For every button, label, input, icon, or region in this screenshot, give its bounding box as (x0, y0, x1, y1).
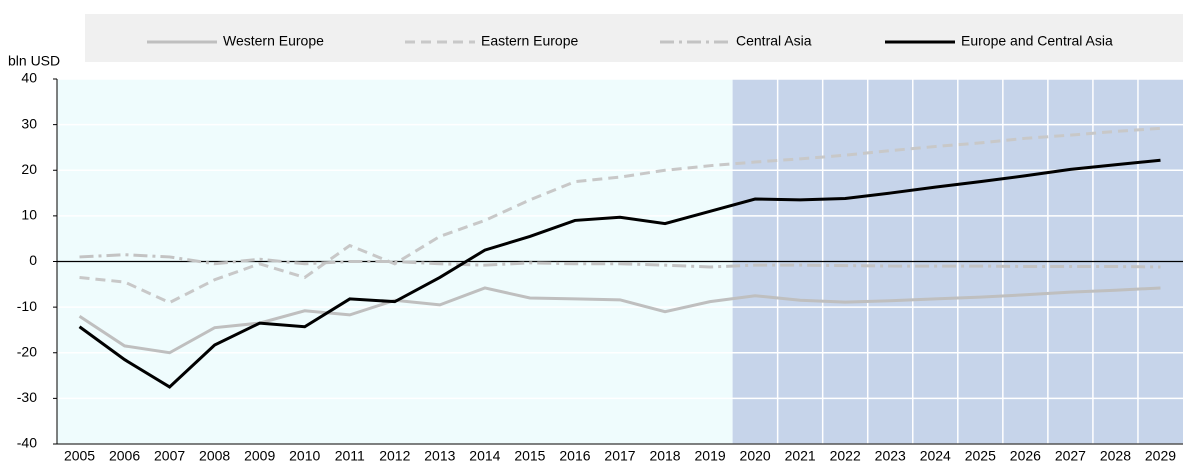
x-tick-label: 2029 (1145, 448, 1176, 464)
series-line (78, 158, 1161, 389)
x-tick-label: 2012 (379, 448, 410, 464)
x-tick-label: 2008 (199, 448, 230, 464)
legend-label: Europe and Central Asia (961, 33, 1113, 49)
x-tick-label: 2027 (1055, 448, 1086, 464)
x-tick-label: 2015 (514, 448, 545, 464)
x-tick-label: 2009 (244, 448, 275, 464)
y-tick-label: 30 (21, 115, 37, 131)
x-tick-label: 2024 (920, 448, 951, 464)
legend-label: Western Europe (223, 33, 324, 49)
x-tick-label: 2023 (875, 448, 906, 464)
y-tick-label: -20 (17, 343, 37, 359)
legend-box (85, 14, 1183, 62)
x-tick-label: 2025 (965, 448, 996, 464)
x-tick-label: 2014 (469, 448, 500, 464)
series-line (79, 253, 1161, 269)
x-tick-label: 2019 (695, 448, 726, 464)
x-tick-label: 2026 (1010, 448, 1041, 464)
x-tick-label: 2005 (64, 448, 95, 464)
legend-label: Central Asia (736, 33, 812, 49)
x-tick-label: 2006 (109, 448, 140, 464)
y-tick-label: -40 (17, 435, 37, 451)
y-tick-label: 0 (29, 252, 37, 268)
y-tick-label: -30 (17, 389, 37, 405)
x-tick-label: 2020 (740, 448, 771, 464)
y-axis-label: bln USD (8, 53, 60, 69)
y-tick-label: 40 (21, 70, 37, 86)
x-tick-label: 2013 (424, 448, 455, 464)
x-tick-label: 2022 (830, 448, 861, 464)
x-tick-label: 2016 (559, 448, 590, 464)
x-tick-label: 2017 (604, 448, 635, 464)
x-tick-label: 2018 (649, 448, 680, 464)
x-tick-label: 2028 (1100, 448, 1131, 464)
y-tick-label: 20 (21, 161, 37, 177)
x-tick-label: 2010 (289, 448, 320, 464)
y-tick-label: 10 (21, 207, 37, 223)
series-line (79, 126, 1161, 305)
legend-label: Eastern Europe (481, 33, 578, 49)
x-tick-label: 2007 (154, 448, 185, 464)
x-tick-label: 2021 (785, 448, 816, 464)
y-tick-label: -10 (17, 298, 37, 314)
x-tick-label: 2011 (335, 448, 365, 464)
